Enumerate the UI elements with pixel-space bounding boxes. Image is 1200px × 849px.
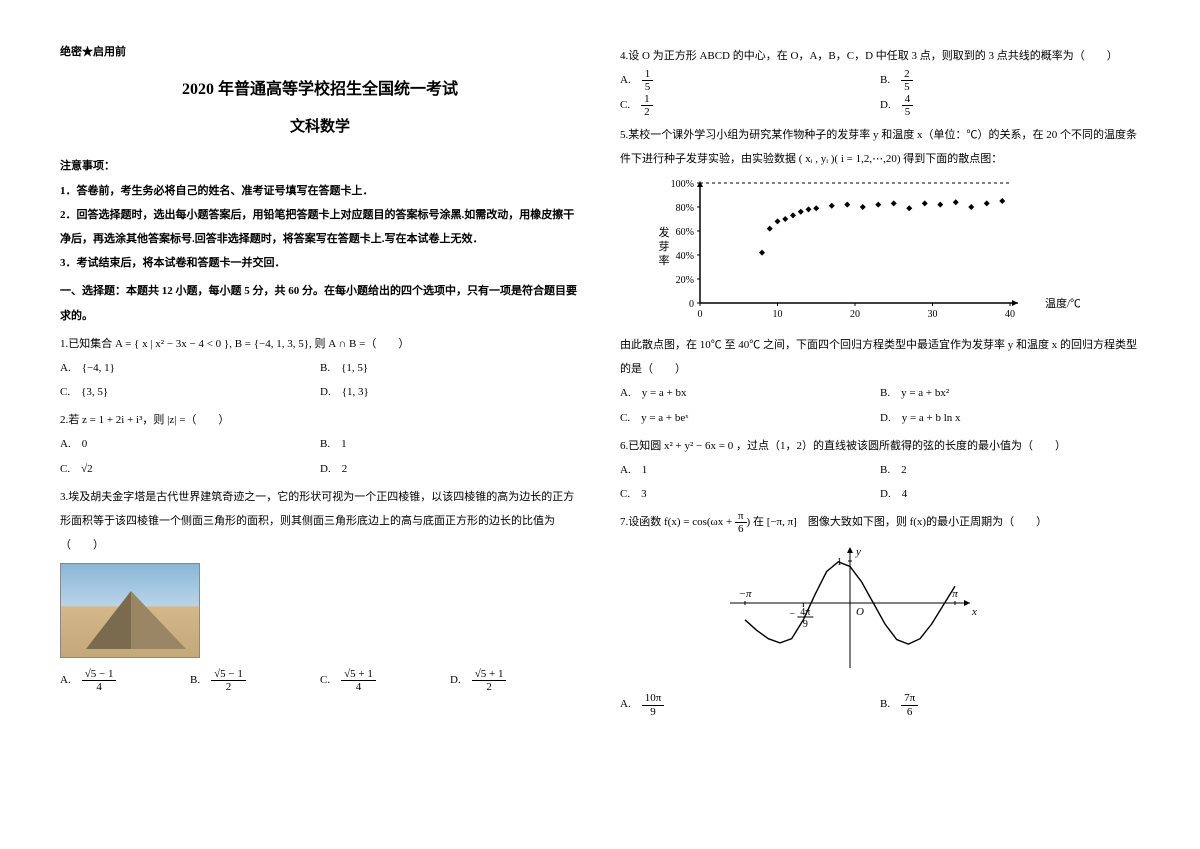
- q6-opt-c: C. 3: [620, 482, 880, 506]
- q2-opt-a: A. 0: [60, 432, 320, 456]
- q2-opt-b: B. 1: [320, 432, 580, 456]
- svg-text:20%: 20%: [676, 275, 694, 286]
- subject-title: 文科数学: [60, 111, 580, 144]
- svg-text:20: 20: [850, 309, 860, 320]
- q1-opt-b: B. {1, 5}: [320, 356, 580, 380]
- svg-text:−π: −π: [739, 588, 752, 600]
- svg-text:0: 0: [698, 309, 703, 320]
- q7-opt-b: B. 7π6: [880, 692, 1140, 717]
- q3-stem: 3.埃及胡夫金字塔是古代世界建筑奇迹之一，它的形状可视为一个正四棱锥，以该四棱锥…: [60, 485, 580, 558]
- q4-opt-d: D. 45: [880, 93, 1140, 118]
- q4-stem: 4.设 O 为正方形 ABCD 的中心，在 O，A，B，C，D 中任取 3 点，…: [620, 44, 1140, 68]
- svg-text:40%: 40%: [676, 251, 694, 262]
- q5-opt-d: D. y = a + b ln x: [880, 406, 1140, 430]
- q6-opt-d: D. 4: [880, 482, 1140, 506]
- question-2: 2.若 z = 1 + 2i + i³，则 |z| =（ ） A. 0 B. 1…: [60, 408, 580, 481]
- q4-opt-a: A. 15: [620, 68, 880, 93]
- svg-text:O: O: [856, 606, 864, 618]
- svg-text:60%: 60%: [676, 227, 694, 238]
- scatter-chart: 0 20% 40% 60% 80% 100% 0 10 20 30 40 温度/℃ 发芽率: [650, 175, 1080, 325]
- svg-text:−: −: [789, 609, 795, 620]
- q2-opt-c: C. √2: [60, 457, 320, 481]
- svg-text:4π: 4π: [800, 607, 810, 618]
- svg-text:0: 0: [689, 299, 694, 310]
- svg-text:x: x: [971, 606, 977, 618]
- svg-text:1: 1: [837, 557, 842, 568]
- q1-opt-a: A. {−4, 1}: [60, 356, 320, 380]
- q1-opt-d: D. {1, 3}: [320, 380, 580, 404]
- q6-stem: 6.已知圆 x² + y² − 6x = 0 ，过点（1，2）的直线被该圆所截得…: [620, 434, 1140, 458]
- q3-opt-d: D. √5 + 12: [450, 668, 580, 693]
- question-3: 3.埃及胡夫金字塔是古代世界建筑奇迹之一，它的形状可视为一个正四棱锥，以该四棱锥…: [60, 485, 580, 694]
- q3-opt-b: B. √5 − 12: [190, 668, 320, 693]
- question-5: 5.某校一个课外学习小组为研究某作物种子的发芽率 y 和温度 x（单位：℃）的关…: [620, 123, 1140, 430]
- q2-opt-d: D. 2: [320, 457, 580, 481]
- svg-text:温度/℃: 温度/℃: [1045, 296, 1080, 310]
- q5-stem-1: 5.某校一个课外学习小组为研究某作物种子的发芽率 y 和温度 x（单位：℃）的关…: [620, 123, 1140, 171]
- q3-opt-c: C. √5 + 14: [320, 668, 450, 693]
- q6-opt-b: B. 2: [880, 458, 1140, 482]
- note-1: 1．答卷前，考生务必将自己的姓名、准考证号填写在答题卡上．: [60, 179, 580, 203]
- q5-stem-2: 由此散点图，在 10℃ 至 40℃ 之间，下面四个回归方程类型中最适宜作为发芽率…: [620, 333, 1140, 381]
- confidential-header: 绝密★启用前: [60, 40, 580, 64]
- svg-text:发芽率: 发芽率: [659, 225, 670, 267]
- svg-text:100%: 100%: [671, 179, 694, 190]
- q7-stem: 7.设函数 f(x) = cos(ωx + π6) 在 [−π, π] 图像大致…: [620, 510, 1140, 535]
- question-4: 4.设 O 为正方形 ABCD 的中心，在 O，A，B，C，D 中任取 3 点，…: [620, 44, 1140, 119]
- svg-text:10: 10: [773, 309, 783, 320]
- cosine-graph: −π Oπ 1 −4π9 x y: [720, 541, 980, 686]
- q1-stem: 1.已知集合 A = { x | x² − 3x − 4 < 0 }, B = …: [60, 332, 580, 356]
- svg-text:π: π: [952, 588, 958, 600]
- q5-opt-c: C. y = a + beˣ: [620, 406, 880, 430]
- question-1: 1.已知集合 A = { x | x² − 3x − 4 < 0 }, B = …: [60, 332, 580, 405]
- svg-text:40: 40: [1005, 309, 1015, 320]
- left-column: 绝密★启用前 2020 年普通高等学校招生全国统一考试 文科数学 注意事项： 1…: [60, 40, 580, 829]
- svg-text:9: 9: [803, 619, 808, 630]
- q3-opt-a: A. √5 − 14: [60, 668, 190, 693]
- note-3: 3．考试结束后，将本试卷和答题卡一并交回．: [60, 251, 580, 275]
- svg-text:80%: 80%: [676, 203, 694, 214]
- exam-title: 2020 年普通高等学校招生全国统一考试: [60, 72, 580, 107]
- question-6: 6.已知圆 x² + y² − 6x = 0 ，过点（1，2）的直线被该圆所截得…: [620, 434, 1140, 507]
- q6-opt-a: A. 1: [620, 458, 880, 482]
- q4-opt-b: B. 25: [880, 68, 1140, 93]
- q5-opt-b: B. y = a + bx²: [880, 381, 1140, 405]
- q1-opt-c: C. {3, 5}: [60, 380, 320, 404]
- section-1-heading: 一、选择题：本题共 12 小题，每小题 5 分，共 60 分。在每小题给出的四个…: [60, 279, 580, 327]
- note-2: 2．回答选择题时，选出每小题答案后，用铅笔把答题卡上对应题目的答案标号涂黑.如需…: [60, 203, 580, 251]
- question-7: 7.设函数 f(x) = cos(ωx + π6) 在 [−π, π] 图像大致…: [620, 510, 1140, 717]
- svg-text:y: y: [855, 546, 861, 558]
- pyramid-image: [60, 563, 200, 658]
- notes-heading: 注意事项：: [60, 154, 580, 178]
- q4-opt-c: C. 12: [620, 93, 880, 118]
- q2-stem: 2.若 z = 1 + 2i + i³，则 |z| =（ ）: [60, 408, 580, 432]
- q5-opt-a: A. y = a + bx: [620, 381, 880, 405]
- svg-text:30: 30: [928, 309, 938, 320]
- right-column: 4.设 O 为正方形 ABCD 的中心，在 O，A，B，C，D 中任取 3 点，…: [620, 40, 1140, 829]
- q7-opt-a: A. 10π9: [620, 692, 880, 717]
